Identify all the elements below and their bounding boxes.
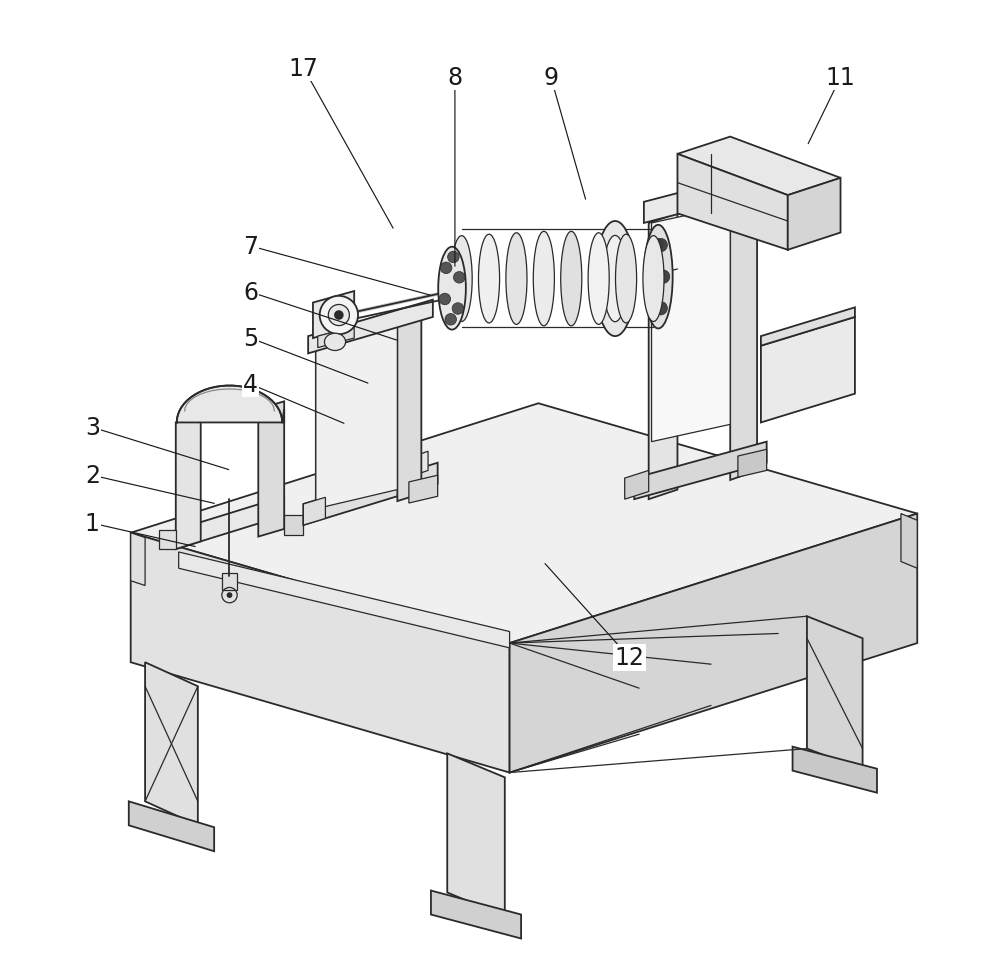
Ellipse shape — [561, 232, 582, 327]
Circle shape — [649, 239, 663, 253]
Text: 8: 8 — [447, 66, 462, 90]
Polygon shape — [176, 386, 284, 423]
Polygon shape — [788, 179, 841, 251]
Circle shape — [227, 593, 232, 599]
Polygon shape — [409, 476, 438, 504]
Ellipse shape — [644, 226, 673, 329]
Polygon shape — [303, 463, 438, 526]
Polygon shape — [510, 514, 917, 773]
Ellipse shape — [506, 234, 527, 325]
Polygon shape — [649, 214, 677, 500]
Polygon shape — [625, 471, 649, 500]
Ellipse shape — [324, 333, 346, 351]
Polygon shape — [129, 801, 214, 851]
Circle shape — [647, 271, 660, 284]
Ellipse shape — [588, 234, 609, 325]
Polygon shape — [652, 207, 730, 442]
Polygon shape — [901, 514, 917, 569]
Polygon shape — [807, 617, 863, 770]
Polygon shape — [131, 404, 917, 644]
Ellipse shape — [320, 297, 358, 334]
Polygon shape — [447, 753, 505, 917]
Circle shape — [452, 304, 464, 315]
Polygon shape — [318, 452, 428, 509]
Polygon shape — [634, 442, 767, 500]
Polygon shape — [316, 338, 340, 509]
Polygon shape — [397, 319, 421, 502]
Text: 4: 4 — [243, 373, 258, 397]
Polygon shape — [761, 308, 855, 346]
Circle shape — [440, 262, 452, 274]
Ellipse shape — [328, 306, 349, 326]
Ellipse shape — [451, 236, 472, 322]
Ellipse shape — [616, 234, 637, 324]
Ellipse shape — [595, 222, 635, 336]
Polygon shape — [761, 317, 855, 423]
Polygon shape — [145, 662, 198, 825]
Circle shape — [656, 271, 670, 284]
Circle shape — [654, 239, 667, 253]
Polygon shape — [793, 747, 877, 793]
Polygon shape — [677, 155, 788, 251]
Polygon shape — [131, 533, 510, 773]
Text: 9: 9 — [543, 66, 558, 90]
Polygon shape — [677, 137, 841, 196]
Circle shape — [445, 314, 456, 326]
Ellipse shape — [438, 248, 466, 331]
Polygon shape — [176, 497, 284, 550]
Polygon shape — [644, 172, 762, 224]
Polygon shape — [313, 292, 354, 338]
Polygon shape — [284, 516, 303, 535]
Polygon shape — [738, 450, 767, 478]
Text: 5: 5 — [243, 327, 258, 351]
Polygon shape — [258, 402, 284, 537]
Circle shape — [654, 302, 667, 315]
Circle shape — [649, 302, 663, 315]
Polygon shape — [431, 891, 521, 939]
Polygon shape — [316, 327, 397, 509]
Text: 1: 1 — [85, 511, 100, 535]
Ellipse shape — [478, 234, 500, 324]
Text: 3: 3 — [85, 416, 100, 440]
Polygon shape — [303, 498, 325, 526]
Polygon shape — [730, 193, 757, 480]
Circle shape — [448, 252, 459, 263]
Polygon shape — [318, 327, 354, 348]
Text: 2: 2 — [85, 464, 100, 487]
Circle shape — [334, 311, 344, 320]
Text: 6: 6 — [243, 281, 258, 305]
Polygon shape — [176, 417, 201, 550]
Text: 7: 7 — [243, 234, 258, 259]
Ellipse shape — [603, 236, 627, 322]
Polygon shape — [308, 301, 433, 354]
Circle shape — [453, 272, 465, 283]
Circle shape — [439, 294, 451, 306]
Text: 11: 11 — [826, 66, 855, 90]
Polygon shape — [159, 530, 176, 550]
Ellipse shape — [643, 236, 664, 322]
Text: 17: 17 — [288, 57, 318, 81]
Polygon shape — [179, 553, 510, 648]
Text: 12: 12 — [615, 646, 644, 670]
Polygon shape — [131, 533, 145, 586]
Ellipse shape — [533, 232, 554, 327]
Polygon shape — [222, 574, 237, 591]
